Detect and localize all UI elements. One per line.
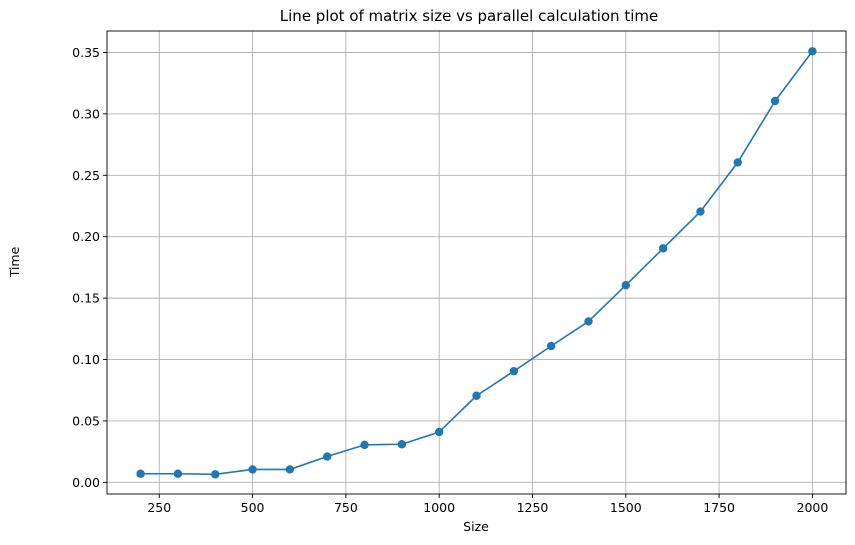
y-tick-label: 0.00 [72,475,100,490]
plot-frame [106,30,847,495]
y-axis-ticks: 0.00 0.05 0.10 0.15 0.20 0.25 0.30 0.35 [72,45,107,490]
data-point [509,366,519,376]
data-point [808,47,817,56]
y-tick-label: 0.10 [72,352,100,367]
y-tick-label: 0.20 [72,229,100,244]
data-point [770,96,780,106]
x-tick-label: 250 [147,500,171,515]
data-point [472,391,481,400]
data-point [397,440,407,449]
data-point [323,452,332,461]
y-tick-label: 0.15 [72,291,100,306]
x-tick-label: 500 [241,500,265,515]
y-tick-label: 0.35 [72,45,100,60]
x-tick-label: 1750 [703,500,735,515]
data-point [285,465,295,474]
data-points [136,47,817,479]
data-point [621,281,630,290]
y-tick-label: 0.30 [72,106,100,121]
data-point [584,317,593,326]
y-axis-label: Time [7,246,22,278]
y-tick-label: 0.25 [72,168,100,183]
data-point [248,465,257,474]
chart-title: Line plot of matrix size vs parallel cal… [280,7,658,25]
series-polyline [140,50,814,476]
y-tick-label: 0.05 [72,413,100,428]
x-tick-label: 1000 [423,500,455,515]
data-point [696,207,705,216]
data-point [434,427,444,437]
data-point [173,469,183,478]
data-point [546,341,556,351]
x-axis-label: Size [463,519,489,534]
x-axis-ticks: 250 500 750 1000 1250 1500 1750 2000 [147,494,828,515]
data-point [658,244,668,253]
x-tick-label: 2000 [797,500,829,515]
series-line [140,50,814,476]
x-tick-label: 750 [334,500,358,515]
data-point [136,469,145,478]
x-tick-label: 1500 [610,500,642,515]
data-point [360,440,369,450]
data-point [211,470,220,479]
x-tick-label: 1250 [517,500,549,515]
data-point [733,158,742,167]
grid-lines [107,31,846,494]
